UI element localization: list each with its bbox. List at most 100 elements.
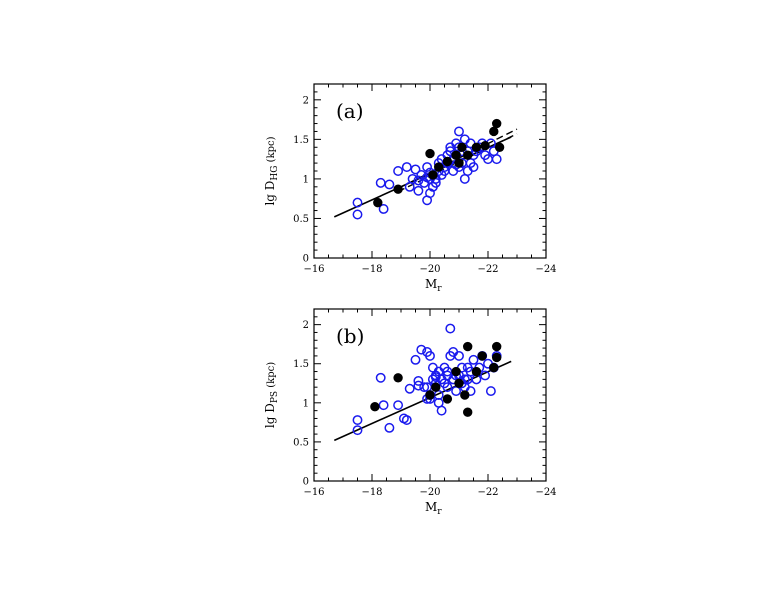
open-data-point (451, 386, 462, 397)
open-data-point (378, 204, 389, 214)
open-data-point (384, 179, 395, 190)
y-tick-label: 2 (303, 320, 309, 331)
open-data-point (352, 209, 363, 220)
open-data-point (419, 382, 430, 393)
y-tick-label: 1 (303, 398, 309, 409)
filled-data-point (494, 142, 505, 152)
x-tick-label: −18 (361, 487, 382, 498)
filled-data-point (442, 394, 453, 404)
filled-data-point (489, 362, 499, 373)
filled-data-point (492, 341, 502, 352)
open-data-point (491, 154, 502, 165)
panel-label: (a) (336, 99, 364, 123)
y-axis-label-main: lg D (263, 403, 277, 428)
x-tick-label: −18 (361, 264, 382, 275)
open-data-point (442, 382, 453, 393)
filled-data-point (425, 390, 435, 400)
filled-data-point (393, 373, 403, 383)
open-data-point (375, 372, 386, 383)
filled-data-point (489, 126, 499, 137)
x-tick-label: −22 (477, 487, 498, 498)
open-data-point (454, 126, 464, 137)
x-tick-label: −24 (535, 264, 556, 275)
y-axis-label-sub: PS (270, 391, 280, 403)
open-data-point (413, 375, 424, 386)
y-axis-label-unit: (kpc) (266, 362, 277, 391)
open-data-point (416, 344, 427, 355)
x-tick-label: −16 (303, 487, 324, 498)
open-data-point (468, 162, 479, 172)
x-axis-label-sub: r (437, 284, 442, 294)
open-data-point (401, 415, 412, 425)
filled-data-point (463, 341, 473, 352)
filled-data-point (451, 366, 461, 377)
filled-data-point (457, 142, 467, 152)
y-tick-label: 2 (303, 95, 309, 106)
open-data-point (425, 188, 435, 199)
filled-data-point (480, 140, 490, 151)
open-data-point (413, 185, 424, 196)
x-axis-label: Mr (425, 277, 442, 294)
y-axis-label-sub: HG (270, 166, 280, 181)
y-tick-label: 1.5 (293, 135, 309, 146)
open-data-point (413, 175, 424, 186)
x-tick-label: −22 (477, 264, 498, 275)
open-data-point (485, 386, 496, 397)
open-data-point (404, 383, 415, 394)
filled-data-point (442, 156, 453, 167)
open-data-point (407, 173, 418, 184)
open-data-point (459, 173, 470, 184)
open-data-point (410, 164, 421, 175)
y-tick-label: 0.5 (293, 437, 309, 448)
filled-data-point (492, 118, 502, 129)
open-data-point (378, 400, 389, 411)
open-data-point (393, 166, 404, 176)
y-axis-label: lg DPS (kpc) (263, 362, 280, 428)
open-data-point (468, 354, 479, 365)
open-data-point (430, 177, 441, 188)
x-axis-label-main: M (425, 500, 437, 514)
open-data-point (384, 422, 395, 433)
x-tick-label: −20 (419, 487, 440, 498)
y-tick-label: 0.5 (293, 214, 309, 225)
open-data-point (401, 162, 412, 172)
filled-data-point (393, 184, 403, 194)
x-axis-label-sub: r (437, 507, 442, 517)
filled-data-point (428, 170, 438, 180)
filled-data-point (434, 162, 444, 172)
open-data-point (375, 177, 386, 188)
filled-data-point (477, 351, 487, 361)
panel-b: −16 −18 −20 −22 −24 0 0.5 1 1.5 2 (b) Mr lg DPS (kpc… (263, 308, 557, 517)
panel-a: −16 −18 −20 −22 −24 0 0.5 1 1.5 2 (a) Mr lg DHG (kpc… (263, 83, 557, 294)
y-tick-label: 0 (303, 254, 309, 265)
filled-data-point (454, 158, 464, 168)
open-data-point (393, 400, 404, 411)
open-data-point (454, 350, 464, 361)
filled-data-point (492, 352, 502, 363)
filled-data-point (451, 150, 461, 160)
filled-data-point (431, 382, 441, 392)
open-data-point (410, 354, 421, 365)
open-data-point (445, 323, 456, 334)
open-data-point (352, 425, 363, 436)
filled-data-point (370, 402, 380, 412)
x-tick-label: −16 (303, 264, 324, 275)
y-axis-label: lg DHG (kpc) (263, 136, 280, 205)
filled-data-point (463, 407, 473, 417)
filled-data-point (373, 197, 383, 208)
filled-data-point (425, 148, 435, 159)
open-data-point (436, 405, 447, 416)
x-tick-label: −20 (419, 264, 440, 275)
y-tick-label: 0 (303, 477, 309, 488)
filled-data-point (471, 142, 482, 152)
open-data-point (352, 415, 363, 425)
x-tick-label: −24 (535, 487, 556, 498)
open-data-point (404, 181, 415, 192)
y-axis-label-unit: (kpc) (266, 136, 277, 165)
open-data-point (422, 162, 433, 172)
filled-data-point (463, 150, 473, 160)
open-data-point (480, 370, 491, 381)
x-axis-label-main: M (425, 277, 437, 291)
y-axis-label-main: lg D (263, 181, 277, 206)
